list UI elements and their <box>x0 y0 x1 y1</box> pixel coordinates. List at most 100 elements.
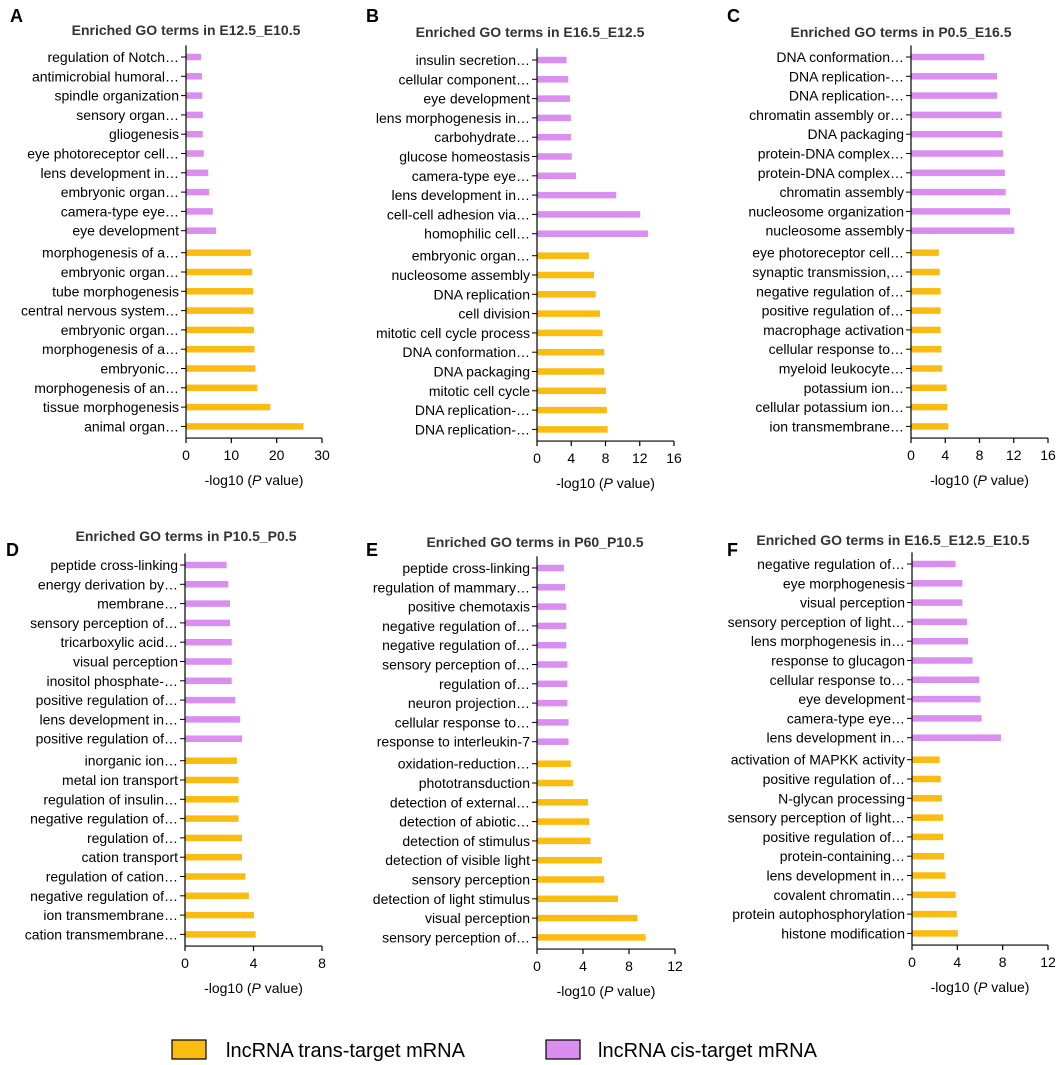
bar-trans <box>912 930 958 937</box>
x-tick-label: 12 <box>1040 954 1056 970</box>
category-label: lens development in… <box>766 730 905 746</box>
bar-cis <box>537 738 569 745</box>
category-label: glucose homeostasis <box>399 149 530 165</box>
bar-cis <box>185 561 227 569</box>
x-tick-label: 4 <box>250 955 258 971</box>
category-label: cellular response to… <box>769 341 904 357</box>
bar-trans <box>912 775 941 783</box>
category-label: gliogenesis <box>109 126 179 142</box>
category-label: positive regulation of… <box>763 829 905 845</box>
x-tick-label: 16 <box>1040 447 1056 463</box>
category-label: cation transport <box>82 849 179 865</box>
bar-cis <box>186 169 209 177</box>
bar-cis <box>912 657 973 664</box>
bar-cis <box>911 130 1003 138</box>
category-label: peptide cross-linking <box>50 557 178 573</box>
bar-trans <box>912 872 946 879</box>
x-tick-label: 12 <box>667 958 683 974</box>
bar-cis <box>185 677 232 685</box>
bar-trans <box>537 876 605 883</box>
bar-trans <box>185 757 237 764</box>
bar-trans <box>186 249 251 256</box>
x-tick-label: 10 <box>224 447 240 463</box>
category-label: carbohydrate… <box>434 129 530 145</box>
bar-cis <box>911 150 1004 157</box>
bar-cis <box>537 95 571 102</box>
bar-trans <box>912 891 956 899</box>
category-label: tissue morphogenesis <box>43 399 179 415</box>
category-label: detection of stimulus <box>402 833 530 849</box>
bar-trans <box>537 291 596 298</box>
bar-cis <box>537 230 648 237</box>
legend-swatch-cis <box>545 1039 581 1060</box>
x-tick-label: 20 <box>269 447 285 463</box>
category-label: protein-containing… <box>780 848 905 864</box>
category-label: protein-DNA complex… <box>758 165 904 181</box>
bar-trans <box>185 911 254 919</box>
panel-f: F Enriched GO terms in E16.5_E12.5_E10.5n… <box>727 532 1056 995</box>
bar-trans <box>185 873 246 880</box>
category-label: oxidation-reduction… <box>398 756 530 772</box>
category-label: morphogenesis of a… <box>42 245 179 261</box>
category-label: eye development <box>72 223 179 239</box>
bar-cis <box>186 92 203 99</box>
category-label: phototransduction <box>419 775 530 791</box>
bar-trans <box>911 307 941 314</box>
x-tick-label: 0 <box>182 447 190 463</box>
category-label: lens morphogenesis in… <box>751 633 905 649</box>
category-label: positive regulation of… <box>36 731 178 747</box>
x-tick-label: 4 <box>567 450 575 466</box>
panel-c: C Enriched GO terms in P0.5_E16.5 DNA conf… <box>727 6 1056 488</box>
bar-trans <box>911 365 943 372</box>
bar-trans <box>537 348 605 356</box>
category-label: morphogenesis of a… <box>42 341 179 357</box>
category-label: DNA conformation… <box>776 49 904 65</box>
bar-trans <box>911 403 948 411</box>
bar-cis <box>537 211 641 218</box>
bar-cis <box>186 111 203 119</box>
category-label: DNA replication-… <box>789 68 904 84</box>
bar-cis <box>537 114 571 122</box>
bar-trans <box>537 406 607 414</box>
bar-cis <box>537 133 571 141</box>
bar-cis <box>185 716 241 723</box>
panel-title: Enriched GO terms in P60_P10.5 <box>426 534 643 550</box>
bar-cis <box>185 581 229 588</box>
bar-trans <box>537 837 591 845</box>
bar-trans <box>537 779 574 787</box>
bar-trans <box>186 307 254 314</box>
panel-b: B Enriched GO terms in E16.5_E12.5insulin… <box>366 6 682 491</box>
category-label: synaptic transmission,… <box>752 264 904 280</box>
category-label: embryonic organ… <box>412 248 530 264</box>
bar-cis <box>912 715 982 722</box>
panel-title: Enriched GO terms in E16.5_E12.5 <box>416 24 645 40</box>
category-label: ion transmembrane… <box>43 907 178 923</box>
bar-trans <box>537 934 646 941</box>
bar-cis <box>911 208 1010 215</box>
panel-title: Enriched GO terms in E12.5_E10.5 <box>72 22 301 38</box>
category-label: tricarboxylic acid… <box>61 634 178 650</box>
category-label: membrane… <box>97 596 178 612</box>
category-label: DNA replication-… <box>415 402 530 418</box>
category-label: nucleosome assembly <box>391 267 530 283</box>
bar-cis <box>185 619 231 627</box>
category-label: detection of abiotic… <box>399 814 530 830</box>
bar-trans <box>912 852 945 860</box>
category-label: embryonic… <box>100 361 179 377</box>
bar-cis <box>537 191 617 199</box>
bar-cis <box>186 227 216 234</box>
category-label: chromatin assembly or… <box>749 107 904 123</box>
bar-trans <box>186 326 255 334</box>
category-label: negative regulation of… <box>756 283 904 299</box>
category-label: visual perception <box>800 595 905 611</box>
x-axis-title: -log10 (P value) <box>556 475 655 491</box>
category-label: embryonic organ… <box>61 322 179 338</box>
bar-cis <box>537 76 569 83</box>
bar-trans <box>537 271 595 279</box>
category-label: detection of visible light <box>385 852 530 868</box>
category-label: regulation of cation… <box>46 869 178 885</box>
bar-cis <box>537 153 572 160</box>
category-label: sensory perception of light… <box>728 614 905 630</box>
x-tick-label: 8 <box>976 447 984 463</box>
category-label: inositol phosphate-… <box>46 673 178 689</box>
